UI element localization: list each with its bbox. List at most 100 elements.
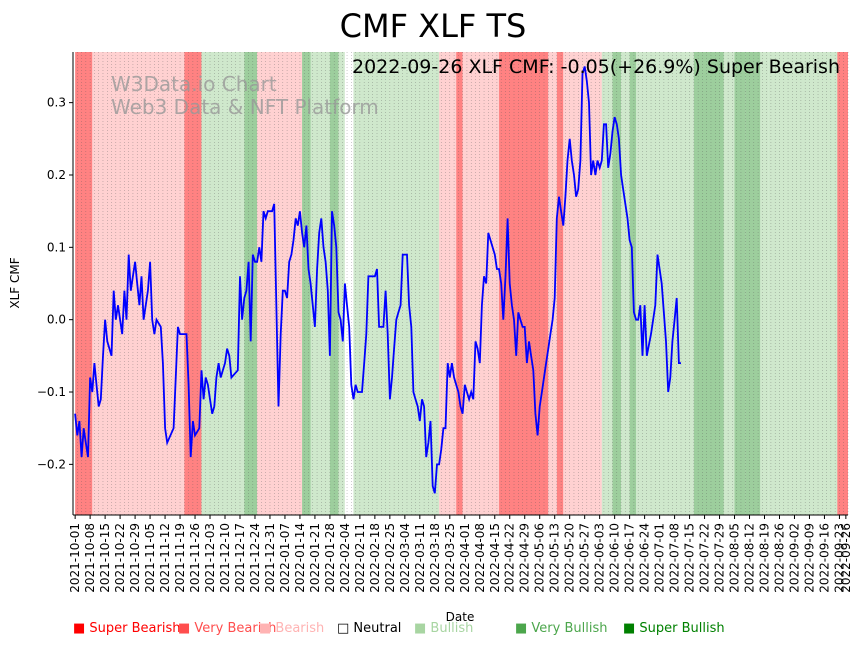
legend-very-bullish: ■ Very Bullish xyxy=(515,621,608,636)
regime-band-bearish xyxy=(257,52,303,515)
y-tick-label: 0.1 xyxy=(47,240,66,254)
x-tick-label: 2022-07-15 xyxy=(683,523,697,593)
regime-band-very-bullish xyxy=(693,52,724,515)
regime-band-bearish xyxy=(439,52,457,515)
x-tick-label: 2021-10-29 xyxy=(128,523,142,593)
x-tick-label: 2022-04-08 xyxy=(473,523,487,593)
x-tick-label: 2022-03-11 xyxy=(413,523,427,593)
regime-band-very-bullish xyxy=(302,52,311,515)
regime-band-bullish xyxy=(760,52,769,515)
x-tick-label: 2022-01-07 xyxy=(278,523,292,593)
x-tick-label: 2022-04-15 xyxy=(488,523,502,593)
cmf-series-line xyxy=(74,66,681,494)
x-tick-label: 2022-09-16 xyxy=(817,523,831,593)
x-tick-label: 2022-04-29 xyxy=(518,523,532,593)
regime-band-bullish xyxy=(353,52,390,515)
watermark-line-1: W3Data.io Chart xyxy=(111,72,277,96)
x-tick-label: 2022-05-13 xyxy=(548,523,562,593)
x-tick-label: 2021-12-10 xyxy=(218,523,232,593)
x-tick-label: 2022-09-09 xyxy=(802,523,816,593)
x-tick-label: 2022-09-02 xyxy=(787,523,801,593)
y-tick-label: −0.1 xyxy=(37,385,66,399)
regime-band-very-bullish xyxy=(734,52,746,515)
x-tick-label: 2022-06-17 xyxy=(623,523,637,593)
x-tick-label: 2022-07-22 xyxy=(698,523,712,593)
x-tick-label: 2022-03-04 xyxy=(398,523,412,593)
regime-band-very-bearish xyxy=(556,52,564,515)
regime-band-bullish xyxy=(310,52,330,515)
x-tick-label: 2022-02-04 xyxy=(338,523,352,593)
x-tick-label: 2022-01-14 xyxy=(293,523,307,593)
x-tick-label: 2022-04-22 xyxy=(503,523,517,593)
regime-band-bearish xyxy=(462,52,500,515)
x-tick-label: 2022-07-29 xyxy=(713,523,727,593)
y-tick-label: 0.0 xyxy=(47,313,66,327)
x-tick-label: 2021-11-12 xyxy=(158,523,172,593)
x-tick-label: 2022-04-01 xyxy=(458,523,472,593)
x-tick-label: 2022-08-19 xyxy=(758,523,772,593)
x-tick-label: 2022-08-05 xyxy=(728,523,742,593)
regime-band-neutral xyxy=(344,52,354,515)
chart-title: CMF XLF TS xyxy=(340,7,527,45)
x-tick-label: 2022-09-26 xyxy=(839,523,853,593)
legend-bearish: ■ Bearish xyxy=(259,621,325,636)
x-axis-ticks: 2021-10-01 2021-10-08 2021-10-15 2021-10-22… xyxy=(68,515,853,593)
y-tick-label: −0.2 xyxy=(37,457,66,471)
vertical-gridlines xyxy=(72,52,849,515)
x-tick-label: 2022-07-01 xyxy=(653,523,667,593)
x-tick-label: 2022-02-11 xyxy=(353,523,367,593)
legend-very-bearish: ■ Very Bearish xyxy=(178,621,277,636)
x-tick-label: 2021-12-24 xyxy=(248,523,262,593)
y-axis-label: XLF CMF xyxy=(8,257,22,308)
regime-band-very-bearish xyxy=(499,52,549,515)
x-tick-label: 2021-10-08 xyxy=(83,523,97,593)
x-tick-label: 2021-10-15 xyxy=(98,523,112,593)
x-tick-label: 2022-01-21 xyxy=(308,523,322,593)
regime-band-bullish xyxy=(601,52,613,515)
x-tick-label: 2022-06-03 xyxy=(593,523,607,593)
regime-band-very-bullish xyxy=(745,52,761,515)
x-tick-label: 2021-12-03 xyxy=(203,523,217,593)
x-tick-label: 2021-10-22 xyxy=(113,523,127,593)
x-tick-label: 2021-11-19 xyxy=(173,523,187,593)
y-tick-label: 0.2 xyxy=(47,168,66,182)
x-tick-label: 2022-05-27 xyxy=(578,523,592,593)
x-tick-label: 2021-11-26 xyxy=(188,523,202,593)
regime-band-bullish xyxy=(636,52,694,515)
x-tick-label: 2022-09-23 xyxy=(832,523,846,593)
x-tick-label: 2022-02-18 xyxy=(368,523,382,593)
watermark-line-2: Web3 Data & NFT Platform xyxy=(111,95,379,119)
x-tick-label: 2021-10-01 xyxy=(68,523,82,593)
x-tick-label: 2021-12-31 xyxy=(263,523,277,593)
regime-band-bullish xyxy=(723,52,735,515)
axes xyxy=(72,52,848,516)
regime-band-bearish xyxy=(92,52,185,515)
regime-band-very-bearish xyxy=(837,52,848,515)
annotation-text: 2022-09-26 XLF CMF: -0.05(+26.9%) Super … xyxy=(352,56,840,78)
legend-bullish: ■ Bullish xyxy=(414,621,474,636)
y-tick-label: 0.3 xyxy=(47,96,66,110)
x-tick-label: 2022-02-25 xyxy=(383,523,397,593)
x-tick-label: 2021-12-17 xyxy=(233,523,247,593)
regime-band-bullish xyxy=(338,52,345,515)
x-tick-label: 2022-05-20 xyxy=(563,523,577,593)
legend-super-bearish: ■ Super Bearish xyxy=(73,621,181,636)
x-tick-label: 2022-08-26 xyxy=(772,523,786,593)
legend-neutral: □ Neutral xyxy=(337,621,402,636)
x-axis-label: Date xyxy=(446,610,475,624)
legend-super-bullish: ■ Super Bullish xyxy=(623,621,725,636)
x-tick-label: 2022-07-08 xyxy=(668,523,682,593)
y-axis-ticks: −0.2 −0.1 0.0 0.1 0.2 0.3 xyxy=(37,96,73,471)
regime-band-bullish xyxy=(768,52,838,515)
legend: ■ Super Bearish ■ Very Bearish ■ Bearish… xyxy=(0,621,867,641)
x-tick-label: 2022-03-25 xyxy=(443,523,457,593)
x-tick-label: 2022-06-10 xyxy=(608,523,622,593)
x-tick-label: 2022-01-28 xyxy=(323,523,337,593)
x-tick-label: 2022-06-24 xyxy=(638,523,652,593)
x-tick-label: 2022-05-06 xyxy=(533,523,547,593)
x-tick-label: 2022-03-18 xyxy=(428,523,442,593)
x-tick-label: 2022-08-12 xyxy=(743,523,757,593)
regime-band-very-bullish xyxy=(244,52,258,515)
regime-band-very-bearish xyxy=(456,52,463,515)
